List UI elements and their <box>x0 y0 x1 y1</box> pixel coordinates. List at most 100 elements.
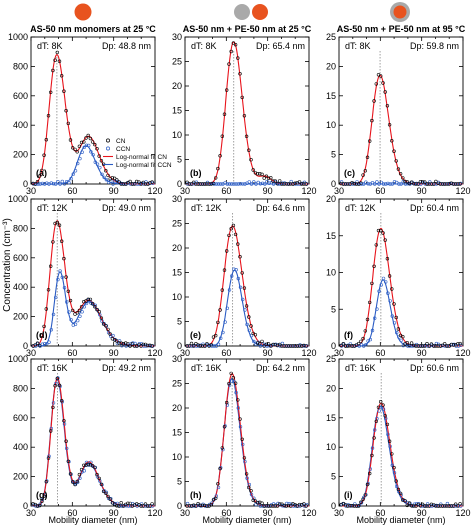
cn-point <box>218 308 222 312</box>
ccn-point <box>75 161 80 166</box>
y-tick-label: 800 <box>13 223 28 233</box>
cn-point <box>62 419 66 423</box>
x-tick-label: 60 <box>67 508 77 518</box>
legend-label: CN <box>116 138 126 145</box>
dt-label: dT: 16K <box>345 363 376 373</box>
cn-point <box>99 482 104 486</box>
cn-point <box>266 342 271 346</box>
ccn-point <box>364 180 368 184</box>
dp-label: Dp: 65.4 nm <box>256 41 305 51</box>
cn-point <box>414 504 418 508</box>
cn-point <box>381 231 385 235</box>
ccn-point <box>234 390 238 395</box>
cn-point <box>57 383 62 387</box>
cn-point <box>46 456 51 460</box>
cn-point <box>222 425 227 429</box>
ccn-point <box>252 496 256 500</box>
ccn-point <box>89 150 93 154</box>
ccn-point <box>258 182 263 186</box>
cn-point <box>141 342 146 347</box>
ccn-point <box>137 182 142 186</box>
dt-label: dT: 16K <box>191 363 222 373</box>
cn-point <box>115 178 119 182</box>
ccn-fit-curve <box>340 405 463 507</box>
y-tick-label: 25 <box>326 354 336 364</box>
cn-point <box>88 136 93 141</box>
ccn-point <box>282 504 287 508</box>
ccn-point <box>98 165 102 170</box>
x-tick-label: 90 <box>263 186 273 196</box>
cn-point <box>203 344 207 348</box>
dp-label: Dp: 60.6 nm <box>410 363 459 373</box>
ccn-point <box>111 182 115 186</box>
dt-label: dT: 8K <box>345 41 371 51</box>
cn-point <box>93 305 97 309</box>
ccn-point <box>392 471 397 475</box>
y-tick-label: 20 <box>172 81 182 91</box>
y-tick-label: 20 <box>326 194 336 204</box>
cn-point <box>374 82 378 86</box>
cn-point <box>361 173 365 177</box>
ccn-point <box>40 181 45 186</box>
ccn-point <box>377 409 381 413</box>
cn-point <box>95 472 99 477</box>
x-tick-label: 30 <box>334 186 344 196</box>
ccn-point <box>445 501 450 506</box>
ccn-point <box>238 425 243 429</box>
cn-point <box>407 501 412 505</box>
cn-point <box>284 504 288 508</box>
y-tick-label: 5 <box>331 150 336 160</box>
ccn-point <box>42 182 47 186</box>
ccn-point <box>263 182 267 186</box>
cn-point <box>233 381 238 385</box>
ccn-point <box>111 333 115 338</box>
ccn-point <box>245 322 249 327</box>
ccn-point <box>265 344 269 348</box>
cn-point <box>220 446 225 450</box>
ccn-point <box>232 182 236 186</box>
ccn-point <box>428 180 432 184</box>
x-axis-label-1: Mobility diameter (nm) <box>48 515 137 525</box>
ccn-point <box>100 319 104 323</box>
ccn-point <box>221 330 225 335</box>
ccn-point <box>459 343 463 347</box>
panel-frame <box>338 198 464 347</box>
ccn-point <box>192 182 196 186</box>
cn-point <box>370 118 374 123</box>
cn-fit-curve <box>186 373 309 507</box>
dt-label: dT: 12K <box>345 203 376 213</box>
cn-point <box>53 384 57 388</box>
cn-point <box>68 472 73 476</box>
ccn-point <box>401 343 405 348</box>
ccn-point <box>227 383 232 387</box>
ccn-point <box>236 276 241 281</box>
ccn-point <box>403 499 408 503</box>
cn-point <box>264 174 269 178</box>
ccn-point <box>36 341 40 346</box>
ccn-point <box>370 446 375 450</box>
cn-point <box>458 341 462 346</box>
ccn-point <box>82 145 87 150</box>
x-tick-label: 30 <box>334 508 344 518</box>
x-tick-label: 90 <box>109 508 119 518</box>
y-tick-label: 400 <box>13 120 28 130</box>
ccn-point <box>355 180 359 184</box>
y-tick-label: 15 <box>172 106 182 116</box>
cn-point <box>244 472 249 476</box>
cn-point <box>405 180 409 184</box>
cn-point <box>66 459 71 463</box>
cn-point <box>242 456 247 460</box>
cn-point <box>185 180 189 185</box>
cn-point <box>341 342 345 346</box>
cn-point <box>385 422 390 427</box>
ccn-point <box>362 182 366 186</box>
ccn-point <box>238 182 243 186</box>
cn-point <box>150 502 154 506</box>
cn-point <box>405 341 409 345</box>
cn-point <box>434 344 438 348</box>
ccn-point <box>42 493 47 497</box>
panel-frame <box>184 36 310 185</box>
ccn-point <box>194 180 199 184</box>
cn-point <box>429 502 434 506</box>
ccn-point <box>40 342 45 346</box>
